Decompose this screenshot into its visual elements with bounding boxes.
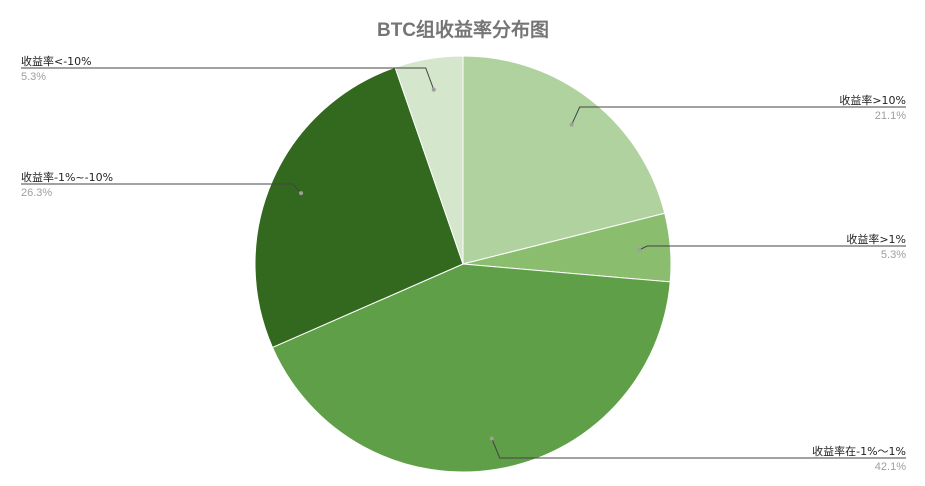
slice-label-2: 收益率>1% <box>846 232 906 246</box>
leader-line-2 <box>639 245 906 251</box>
pie-labels: 收益率>10% 21.1% 收益率>1% 5.3% 收益率在-1%～1% 42.1% 收益率… <box>21 54 906 473</box>
leader-line-5 <box>21 67 435 90</box>
slice-label-1: 收益率>10% <box>839 93 906 107</box>
leader-dot-4 <box>299 191 304 196</box>
slice-label-4: 收益率-1%~-10% <box>21 170 113 184</box>
slice-percent-3: 42.1% <box>875 461 906 473</box>
chart-title: BTC组收益率分布图 <box>377 18 549 41</box>
pie-slice-4[interactable] <box>254 66 464 349</box>
leader-line-4 <box>21 183 302 194</box>
leader-dot-3 <box>489 436 494 441</box>
slice-label-3: 收益率在-1%～1% <box>812 444 906 458</box>
leader-dot-2 <box>637 247 642 252</box>
slice-label-5: 收益率<-10% <box>21 54 92 68</box>
slice-percent-4: 26.3% <box>21 187 52 199</box>
pie-slices <box>254 55 672 473</box>
leader-dot-5 <box>431 87 436 92</box>
slice-percent-1: 21.1% <box>875 110 906 122</box>
slice-percent-5: 5.3% <box>21 71 46 83</box>
slice-percent-2: 5.3% <box>881 249 906 261</box>
leader-line-1 <box>571 106 906 125</box>
pie-slice-3[interactable] <box>271 263 671 473</box>
pie-slice-1[interactable] <box>462 55 666 265</box>
pie-slice-5[interactable] <box>394 55 464 265</box>
leader-line-3 <box>491 438 906 459</box>
leader-dot-1 <box>569 122 574 127</box>
